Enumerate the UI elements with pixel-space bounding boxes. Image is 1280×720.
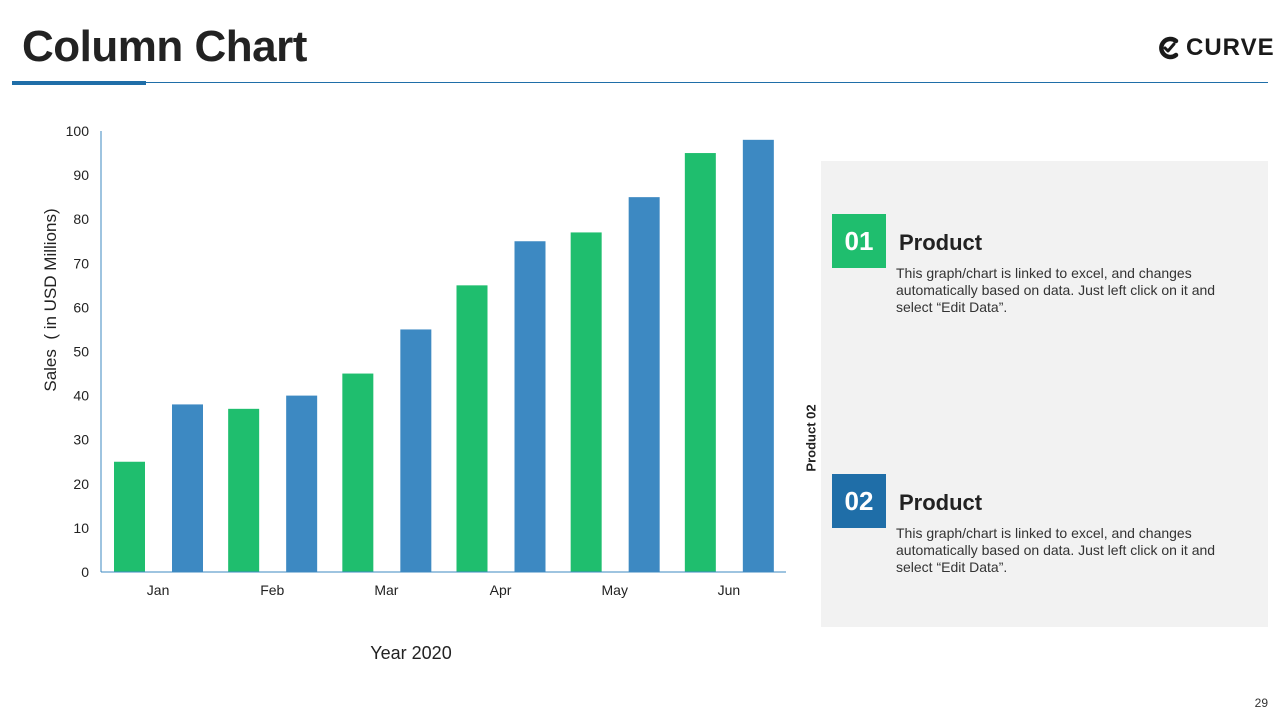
y-tick-label: 50	[73, 344, 89, 360]
y-axis-title: Sales ( in USD Millions)	[41, 208, 60, 392]
x-tick-label: Jun	[718, 582, 741, 598]
card-title: Product	[899, 490, 983, 515]
bar-feb-1	[228, 408, 260, 572]
bar-jun-2	[742, 139, 774, 572]
bars	[114, 139, 774, 573]
y-tick-label: 90	[73, 167, 89, 183]
y-axis-ticks: 0 10 20 30 40 50 60 70 80 90 100	[66, 123, 90, 580]
y-tick-label: 70	[73, 255, 89, 271]
panel-side-label: Product 02	[803, 404, 819, 472]
page-number: 29	[1254, 696, 1268, 710]
x-tick-label: Jan	[147, 582, 170, 598]
y-tick-label: 30	[73, 432, 89, 448]
card-number-badge: 01	[832, 214, 886, 268]
y-tick-label: 0	[81, 564, 89, 580]
card-number-badge: 02	[832, 474, 886, 528]
brand-logo-text: CURVE	[1186, 34, 1275, 61]
curve-logo-icon	[1159, 36, 1179, 60]
bar-may-2	[628, 197, 660, 572]
y-tick-label: 20	[73, 476, 89, 492]
bar-feb-2	[286, 395, 318, 572]
bar-jan-1	[114, 461, 145, 572]
info-panel	[821, 161, 1268, 627]
y-tick-label: 60	[73, 299, 89, 315]
bar-apr-1	[456, 285, 488, 572]
card-description: This graph/chart is linked to excel, and…	[896, 525, 1216, 575]
bar-mar-1	[342, 373, 374, 572]
bar-mar-2	[400, 329, 432, 572]
x-axis-ticks: Jan Feb Mar Apr May Jun	[147, 582, 740, 598]
bar-jan-2	[172, 404, 203, 572]
header-accent-bar	[12, 81, 146, 85]
x-tick-label: Apr	[490, 582, 512, 598]
y-tick-label: 40	[73, 388, 89, 404]
x-tick-label: May	[602, 582, 628, 598]
y-tick-label: 80	[73, 211, 89, 227]
y-tick-label: 100	[66, 123, 90, 139]
brand-logo: CURVE	[1156, 32, 1275, 64]
x-tick-label: Feb	[260, 582, 284, 598]
x-axis-title: Year 2020	[370, 643, 452, 663]
y-tick-label: 10	[73, 520, 89, 536]
column-chart: 0 10 20 30 40 50 60 70 80 90 100 Jan Feb Mar Apr May Ju…	[66, 123, 786, 598]
x-tick-label: Mar	[374, 582, 398, 598]
bar-apr-2	[514, 241, 546, 572]
header-divider	[12, 82, 1268, 83]
card-description: This graph/chart is linked to excel, and…	[896, 265, 1216, 315]
card-title: Product	[899, 230, 983, 255]
slide-title: Column Chart	[22, 22, 307, 71]
bar-jun-1	[684, 153, 716, 573]
bar-may-1	[570, 232, 602, 572]
